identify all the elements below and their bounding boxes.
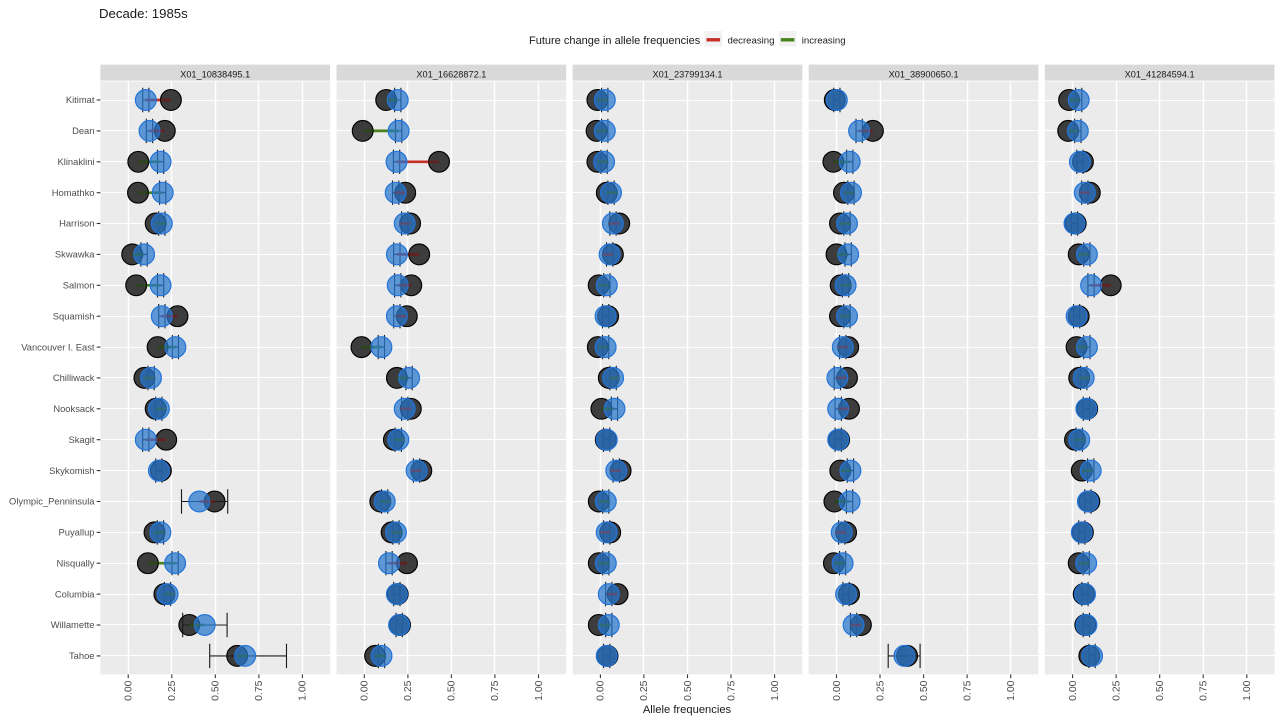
svg-text:Squamish: Squamish [53,310,95,321]
svg-text:0.50: 0.50 [683,680,694,700]
svg-text:0.75: 0.75 [962,680,973,700]
svg-text:0.25: 0.25 [403,680,414,700]
svg-text:X01_38900650.1: X01_38900650.1 [889,70,959,80]
svg-text:0.75: 0.75 [490,680,501,700]
svg-text:Skwawka: Skwawka [55,249,95,260]
svg-text:Nisqually: Nisqually [56,557,94,568]
svg-text:Columbia: Columbia [55,588,95,599]
svg-text:Nooksack: Nooksack [53,403,94,414]
svg-text:0.50: 0.50 [447,680,458,700]
svg-text:1.00: 1.00 [770,680,781,700]
svg-text:X01_23799134.1: X01_23799134.1 [653,70,723,80]
svg-text:Puyallup: Puyallup [59,527,95,538]
svg-text:Willamette: Willamette [51,619,95,630]
svg-text:Salmon: Salmon [63,280,95,291]
svg-text:Allele frequencies: Allele frequencies [643,704,732,716]
svg-text:Olympic_Penninsula: Olympic_Penninsula [9,496,95,507]
svg-text:1.00: 1.00 [1242,680,1253,700]
svg-text:0.75: 0.75 [254,680,265,700]
svg-text:0.75: 0.75 [1199,680,1210,700]
svg-text:0.00: 0.00 [360,680,371,700]
svg-text:X01_41284594.1: X01_41284594.1 [1125,70,1195,80]
svg-text:0.00: 0.00 [596,680,607,700]
svg-text:Vancouver I. East: Vancouver I. East [21,341,95,352]
svg-text:0.50: 0.50 [1155,680,1166,700]
svg-text:1.00: 1.00 [534,680,545,700]
svg-text:0.75: 0.75 [726,680,737,700]
svg-text:Klinaklini: Klinaklini [58,156,95,167]
svg-text:Kitimat: Kitimat [66,94,95,105]
svg-text:Tahoe: Tahoe [69,650,95,661]
svg-text:0.00: 0.00 [1068,680,1079,700]
svg-text:0.50: 0.50 [211,680,222,700]
svg-text:0.00: 0.00 [832,680,843,700]
svg-text:Dean: Dean [72,125,94,136]
svg-text:Harrison: Harrison [59,218,94,229]
svg-text:0.25: 0.25 [1111,680,1122,700]
svg-text:0.50: 0.50 [919,680,930,700]
svg-text:Future change in allele freque: Future change in allele frequencies [529,35,701,47]
svg-text:increasing: increasing [802,36,846,47]
svg-text:1.00: 1.00 [1006,680,1017,700]
svg-text:decreasing: decreasing [728,36,775,47]
svg-text:1.00: 1.00 [298,680,309,700]
svg-text:0.00: 0.00 [124,680,135,700]
svg-text:Skykomish: Skykomish [49,465,94,476]
svg-text:0.25: 0.25 [167,680,178,700]
svg-text:0.25: 0.25 [639,680,650,700]
svg-text:X01_16628872.1: X01_16628872.1 [416,70,486,80]
svg-text:Decade: 1985s: Decade: 1985s [99,6,188,21]
svg-text:Skagit: Skagit [68,434,94,445]
svg-text:X01_10838495.1: X01_10838495.1 [180,70,250,80]
svg-text:Chilliwack: Chilliwack [53,372,95,383]
svg-text:Homathko: Homathko [52,187,95,198]
svg-text:0.25: 0.25 [875,680,886,700]
